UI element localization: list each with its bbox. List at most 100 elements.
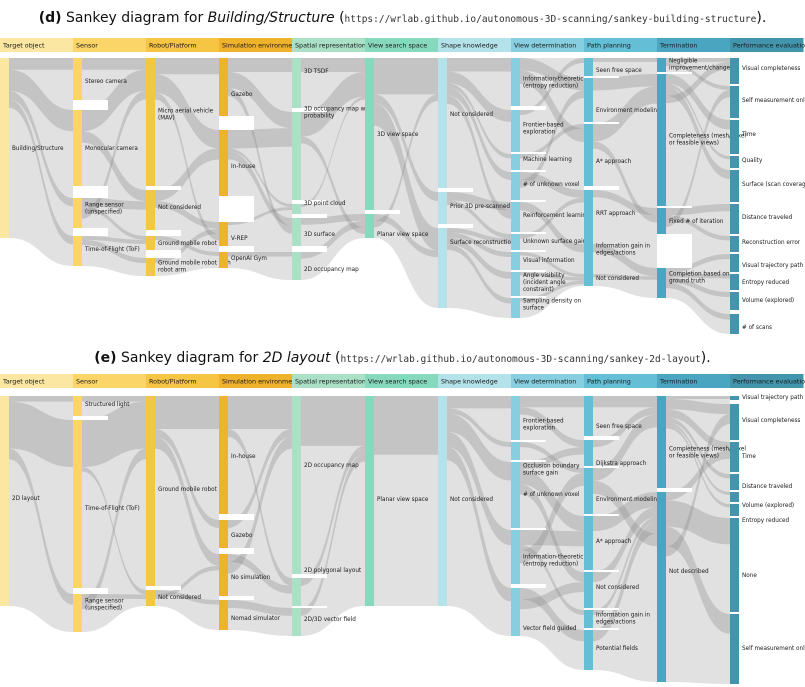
flow-link[interactable] bbox=[666, 204, 730, 216]
flow-link[interactable] bbox=[9, 448, 73, 605]
flow-link[interactable] bbox=[520, 70, 584, 142]
flow-link[interactable] bbox=[9, 396, 73, 402]
flow-link[interactable] bbox=[666, 58, 730, 62]
flow-link[interactable] bbox=[447, 396, 511, 409]
node-stereo-camera[interactable] bbox=[73, 58, 82, 100]
node-2d-3d-vector-field[interactable] bbox=[292, 608, 301, 636]
flow-link[interactable] bbox=[666, 414, 730, 557]
flow-link[interactable] bbox=[666, 450, 730, 501]
node-time-of-flight-tof[interactable] bbox=[73, 420, 82, 588]
node-range-sensor-unspecified[interactable] bbox=[73, 198, 82, 228]
flow-link[interactable] bbox=[447, 95, 511, 219]
flow-link[interactable] bbox=[82, 91, 146, 219]
flow-link[interactable] bbox=[301, 214, 365, 225]
flow-link[interactable] bbox=[82, 236, 146, 244]
flow-link[interactable] bbox=[520, 447, 584, 470]
flow-link[interactable] bbox=[228, 88, 292, 234]
flow-link[interactable] bbox=[228, 151, 292, 226]
node-range-sensor-unspecified[interactable] bbox=[73, 594, 82, 632]
node-information-gain-in-edges-actions[interactable] bbox=[584, 244, 593, 274]
flow-link[interactable] bbox=[228, 148, 292, 207]
node-3d-view-space[interactable] bbox=[365, 58, 374, 210]
node-3d-tsdf[interactable] bbox=[292, 58, 301, 108]
flow-link[interactable] bbox=[155, 228, 219, 264]
node-of-scans[interactable] bbox=[730, 314, 739, 334]
node-time-of-flight-tof[interactable] bbox=[73, 236, 82, 266]
flow-link[interactable] bbox=[228, 252, 292, 257]
node-angle-visibility-incident-angle-constraint[interactable] bbox=[511, 272, 520, 296]
flow-link[interactable] bbox=[447, 192, 511, 211]
node-seen-free-space[interactable] bbox=[584, 58, 593, 76]
flow-link[interactable] bbox=[447, 87, 511, 180]
flow-link[interactable] bbox=[82, 58, 146, 70]
node-distance-traveled[interactable] bbox=[730, 204, 739, 234]
flow-link[interactable] bbox=[520, 202, 584, 253]
flow-link[interactable] bbox=[155, 74, 219, 149]
node-visual-completeness[interactable] bbox=[730, 404, 739, 440]
node-reconstruction-error[interactable] bbox=[730, 236, 739, 252]
node-not-considered[interactable] bbox=[146, 190, 155, 230]
flow-link[interactable] bbox=[593, 74, 657, 91]
flow-link[interactable] bbox=[447, 83, 511, 159]
flow-link[interactable] bbox=[82, 69, 146, 132]
flow-link[interactable] bbox=[82, 467, 146, 595]
flow-link[interactable] bbox=[593, 414, 657, 481]
flow-link[interactable] bbox=[666, 500, 730, 545]
flow-link[interactable] bbox=[447, 431, 511, 546]
flow-link[interactable] bbox=[593, 86, 657, 142]
flow-link[interactable] bbox=[520, 124, 584, 159]
flow-link[interactable] bbox=[520, 473, 584, 564]
node-of-unknown-voxel[interactable] bbox=[511, 462, 520, 528]
caption-url[interactable]: https://wrlab.github.io/autonomous-3D-sc… bbox=[344, 14, 757, 25]
flow-link[interactable] bbox=[666, 282, 730, 320]
node-3d-surface[interactable] bbox=[292, 218, 301, 246]
node-potential-fields[interactable] bbox=[584, 630, 593, 670]
node-quality[interactable] bbox=[730, 156, 739, 168]
flow-link[interactable] bbox=[155, 436, 219, 566]
flow-link[interactable] bbox=[301, 396, 365, 446]
flow-link[interactable] bbox=[447, 232, 511, 258]
flow-link[interactable] bbox=[593, 190, 657, 216]
node-monocular-camera[interactable] bbox=[73, 110, 82, 186]
flow-link[interactable] bbox=[593, 522, 657, 642]
node-not-considered[interactable] bbox=[584, 572, 593, 608]
node-not-considered[interactable] bbox=[438, 58, 447, 188]
flow-link[interactable] bbox=[374, 94, 438, 228]
flow-link[interactable] bbox=[520, 58, 584, 116]
flow-link[interactable] bbox=[447, 446, 511, 602]
flow-link[interactable] bbox=[666, 526, 730, 634]
flow-link[interactable] bbox=[228, 554, 292, 594]
flow-link[interactable] bbox=[82, 131, 146, 202]
node-vector-field-guided[interactable] bbox=[511, 588, 520, 636]
node-self-measurement-only[interactable] bbox=[730, 614, 739, 684]
node-frontier-based-exploration[interactable] bbox=[511, 396, 520, 440]
node-dijkstra-approach[interactable] bbox=[584, 440, 593, 466]
node-negligible-improvement-change[interactable] bbox=[657, 58, 666, 72]
node-volume-explored[interactable] bbox=[730, 292, 739, 310]
node-time[interactable] bbox=[730, 120, 739, 154]
node-prior-3d-pre-scanned[interactable] bbox=[438, 192, 447, 224]
flow-link[interactable] bbox=[9, 91, 73, 207]
flow-link[interactable] bbox=[520, 530, 584, 547]
flow-link[interactable] bbox=[82, 396, 146, 402]
node-ground-mobile-robot[interactable] bbox=[146, 396, 155, 586]
flow-link[interactable] bbox=[666, 277, 730, 298]
node-structured-light[interactable] bbox=[73, 396, 82, 416]
flow-link[interactable] bbox=[155, 396, 219, 430]
flow-link[interactable] bbox=[9, 69, 73, 132]
flow-link[interactable] bbox=[520, 396, 584, 408]
node-none[interactable] bbox=[730, 518, 739, 612]
node-frontier-based-exploration[interactable] bbox=[511, 110, 520, 152]
node-planar-view-space[interactable] bbox=[365, 214, 374, 238]
node-v-rep[interactable] bbox=[219, 222, 228, 246]
flow-link[interactable] bbox=[520, 407, 584, 448]
flow-link[interactable] bbox=[447, 58, 511, 72]
flow-link[interactable] bbox=[520, 272, 584, 281]
flow-link[interactable] bbox=[447, 413, 511, 481]
flow-link[interactable] bbox=[520, 252, 584, 278]
node-environment-modeling[interactable] bbox=[584, 468, 593, 514]
node-fixed-of-iteration[interactable] bbox=[657, 208, 666, 234]
flow-link[interactable] bbox=[82, 239, 146, 264]
node-rrt-approach[interactable] bbox=[584, 190, 593, 244]
flow-link[interactable] bbox=[520, 469, 584, 532]
